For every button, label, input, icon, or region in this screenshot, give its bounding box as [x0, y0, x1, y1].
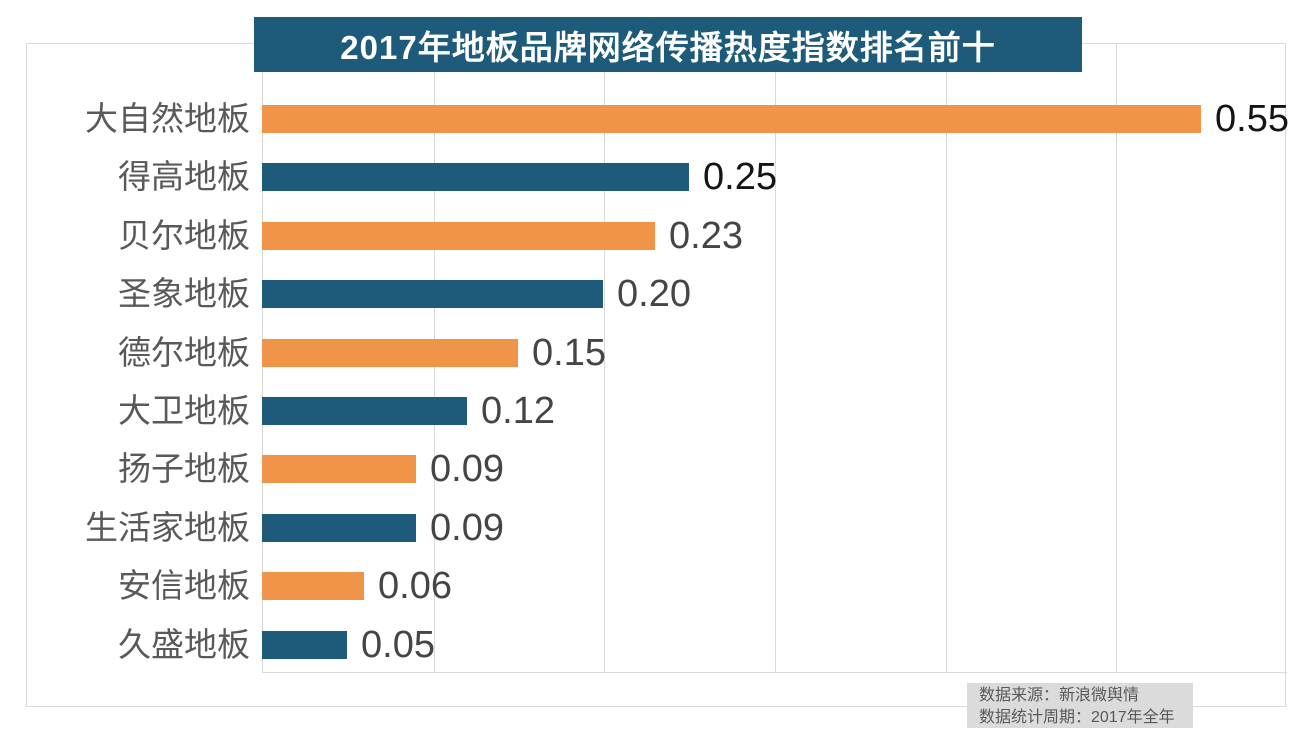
source-note-line1: 数据来源：新浪微舆情 [979, 687, 1140, 704]
category-label: 扬子地板 [118, 450, 250, 488]
chart-title-banner: 2017年地板品牌网络传播热度指数排名前十 [254, 17, 1082, 72]
value-label: 0.23 [669, 214, 743, 257]
bar [262, 280, 603, 309]
category-label: 大卫地板 [118, 392, 250, 429]
bar [262, 397, 467, 425]
category-label: 得高地板 [118, 158, 250, 196]
bar [262, 455, 416, 484]
category-label: 圣象地板 [118, 275, 250, 313]
value-label: 0.06 [378, 565, 452, 608]
category-label: 久盛地板 [118, 625, 250, 663]
bar [262, 572, 364, 601]
value-label: 0.12 [481, 390, 555, 432]
bar [262, 221, 655, 250]
chart-title: 2017年地板品牌网络传播热度指数排名前十 [340, 28, 996, 66]
category-label: 德尔地板 [118, 333, 250, 371]
value-label: 0.09 [430, 506, 504, 549]
category-label: 贝尔地板 [118, 216, 250, 254]
value-label: 0.15 [532, 331, 606, 374]
bar [262, 513, 416, 542]
bar [262, 163, 689, 192]
value-label: 0.09 [430, 448, 504, 491]
value-label: 0.05 [361, 623, 435, 666]
gridline [604, 43, 606, 672]
value-label: 0.55 [1215, 98, 1289, 140]
category-label: 大自然地板 [85, 100, 250, 137]
bar [262, 338, 518, 367]
bar [262, 105, 1201, 133]
source-note-box: 数据来源：新浪微舆情 数据统计周期：2017年全年 [967, 683, 1193, 728]
value-label: 0.20 [617, 273, 691, 316]
category-label: 安信地板 [118, 567, 250, 605]
category-label: 生活家地板 [85, 508, 250, 546]
gridline [1116, 43, 1118, 672]
gridline [775, 43, 776, 672]
source-note-line2: 数据统计周期：2017年全年 [979, 709, 1175, 726]
value-label: 0.25 [703, 156, 777, 199]
bar [262, 630, 347, 659]
gridline [945, 43, 947, 672]
